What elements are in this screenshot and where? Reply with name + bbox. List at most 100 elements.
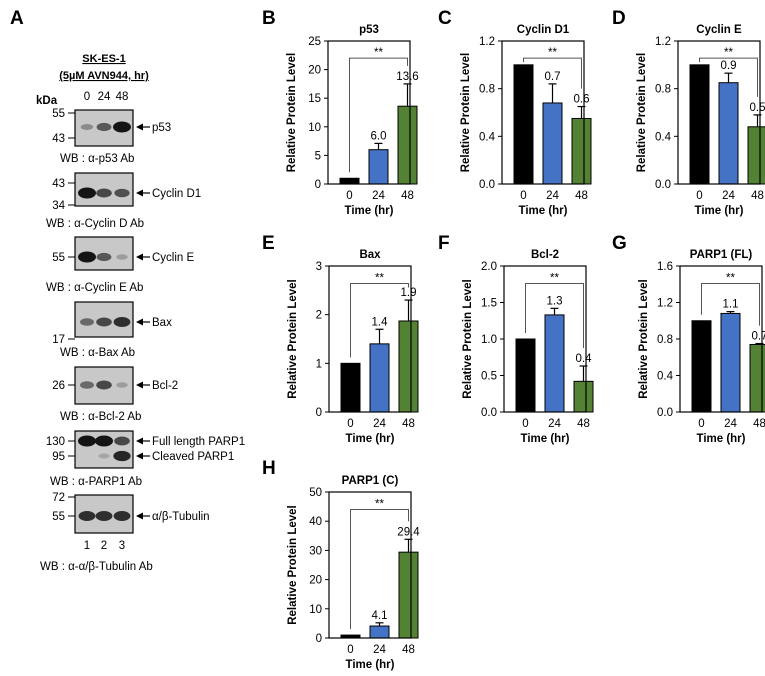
panel-a-western-blots: A SK-ES-1 (5µM AVN944, hr) kDa 0 24 48 55 43…	[10, 8, 245, 573]
value-label: 0.7	[752, 331, 765, 343]
panel-letter-a: A	[10, 8, 24, 29]
target-protein-label: α/β-Tubulin	[152, 511, 210, 523]
bar-48h	[749, 343, 765, 413]
x-tick-label: 48	[577, 418, 590, 430]
y-tick-label: 0.0	[655, 179, 671, 191]
y-tick-label: 0	[315, 179, 321, 191]
arrow-head-icon	[136, 189, 143, 197]
significance-marker: **	[374, 47, 383, 59]
y-tick-label: 0.5	[481, 371, 497, 383]
kda-marker: 43	[52, 133, 65, 145]
value-label: 0.6	[574, 94, 590, 106]
value-label: 13.6	[396, 71, 418, 83]
significance-bracket	[350, 283, 409, 358]
y-tick-label: 10	[308, 122, 321, 134]
y-tick-label: 5	[315, 150, 321, 162]
chart-title: PARP1 (C)	[342, 475, 399, 487]
chart-panel-d: D Cyclin E 0.0 0.4 0.8 1.2 Relative Protein Le…	[612, 8, 765, 217]
kda-marker: 95	[52, 451, 65, 463]
x-tick-label: 48	[575, 190, 588, 202]
y-axis-label: Relative Protein Level	[286, 53, 298, 173]
y-axis-label: Relative Protein Level	[462, 279, 474, 399]
blot--tubulin: 72 55 α/β-Tubulin WB : α-α/β-Tubulin Ab	[40, 492, 210, 573]
y-axis-label: Relative Protein Level	[636, 53, 648, 173]
x-tick-label: 24	[724, 418, 737, 430]
value-label: 1.4	[372, 316, 389, 328]
bar-24h	[369, 343, 390, 413]
y-tick-label: 0.8	[479, 84, 495, 96]
x-tick-label: 0	[696, 190, 702, 202]
x-tick-label: 48	[402, 644, 415, 656]
lane-time-label: 48	[116, 91, 129, 103]
y-tick-label: 0	[316, 407, 322, 419]
significance-marker: **	[550, 273, 559, 285]
protein-band	[95, 511, 113, 521]
y-tick-label: 1.2	[655, 36, 671, 48]
y-tick-label: 2.0	[481, 261, 497, 273]
x-tick-label: 0	[698, 418, 704, 430]
bar-0h	[691, 320, 712, 413]
chart-title: PARP1 (FL)	[690, 249, 753, 261]
protein-band	[96, 252, 112, 262]
protein-band	[78, 511, 96, 521]
panel-letter: D	[612, 8, 626, 29]
x-tick-label: 48	[402, 418, 415, 430]
bar-0h	[339, 177, 360, 185]
protein-band	[113, 511, 131, 521]
chart-title: Bax	[359, 249, 381, 261]
wb-antibody-label: WB : α-Bax Ab	[60, 347, 135, 359]
target-protein-label: p53	[152, 122, 171, 134]
plot-frame	[503, 265, 587, 413]
y-tick-label: 50	[309, 487, 322, 499]
value-label: 29.4	[397, 526, 420, 538]
lane-number: 2	[101, 540, 107, 552]
protein-band	[78, 187, 96, 199]
lane-time-label: 24	[98, 91, 111, 103]
value-label: 1.3	[547, 295, 563, 307]
chart-panel-h: H PARP1 (C) 0 10 20 30 40 50 Relative Protein Le…	[262, 458, 420, 671]
wb-antibody-label: WB : α-α/β-Tubulin Ab	[40, 561, 153, 573]
lane-time-label: 0	[84, 91, 90, 103]
panel-letter: F	[438, 233, 450, 254]
bar-24h	[720, 312, 741, 413]
plot-frame	[679, 265, 763, 413]
panel-letter: B	[262, 8, 276, 29]
protein-band	[113, 450, 131, 462]
x-axis-label: Time (hr)	[695, 205, 744, 217]
value-label: 1.9	[401, 287, 417, 299]
target-protein-label: Cyclin D1	[152, 188, 201, 200]
significance-marker: **	[724, 47, 733, 59]
x-tick-label: 24	[546, 190, 559, 202]
cell-line-label: SK-ES-1	[82, 53, 125, 65]
bar-48h	[398, 320, 419, 413]
wb-antibody-label: WB : α-p53 Ab	[60, 153, 134, 165]
kda-marker: 43	[52, 178, 65, 190]
bar-24h	[542, 102, 563, 185]
x-tick-label: 48	[401, 190, 414, 202]
x-tick-label: 0	[520, 190, 526, 202]
bar-0h	[340, 362, 361, 413]
x-axis-label: Time (hr)	[697, 433, 746, 445]
kda-marker: 72	[52, 492, 65, 504]
value-label: 0.7	[545, 71, 561, 83]
bar-0h	[689, 64, 710, 185]
x-tick-label: 48	[751, 190, 764, 202]
y-tick-label: 1.5	[481, 298, 497, 310]
value-label: 0.9	[721, 60, 737, 72]
blot-full-length-parp1: 130 95 Full length PARP1 Cleaved PARP1 WB : …	[46, 430, 245, 488]
x-axis-label: Time (hr)	[521, 433, 570, 445]
lane-number: 3	[119, 540, 125, 552]
target-protein-label: Cleaved PARP1	[152, 451, 234, 463]
y-tick-label: 0.4	[657, 371, 674, 383]
y-tick-label: 3	[316, 261, 322, 273]
bar-48h	[397, 105, 418, 185]
protein-band	[113, 317, 131, 327]
x-tick-label: 0	[347, 644, 353, 656]
y-tick-label: 20	[308, 65, 321, 77]
x-axis-label: Time (hr)	[346, 433, 395, 445]
protein-band	[116, 382, 128, 388]
significance-bracket	[523, 57, 582, 89]
blot-cyclin-e: 55 Cyclin E WB : α-Cyclin E Ab	[46, 236, 195, 294]
significance-bracket	[350, 509, 409, 630]
wb-antibody-label: WB : α-Cyclin E Ab	[46, 282, 143, 294]
